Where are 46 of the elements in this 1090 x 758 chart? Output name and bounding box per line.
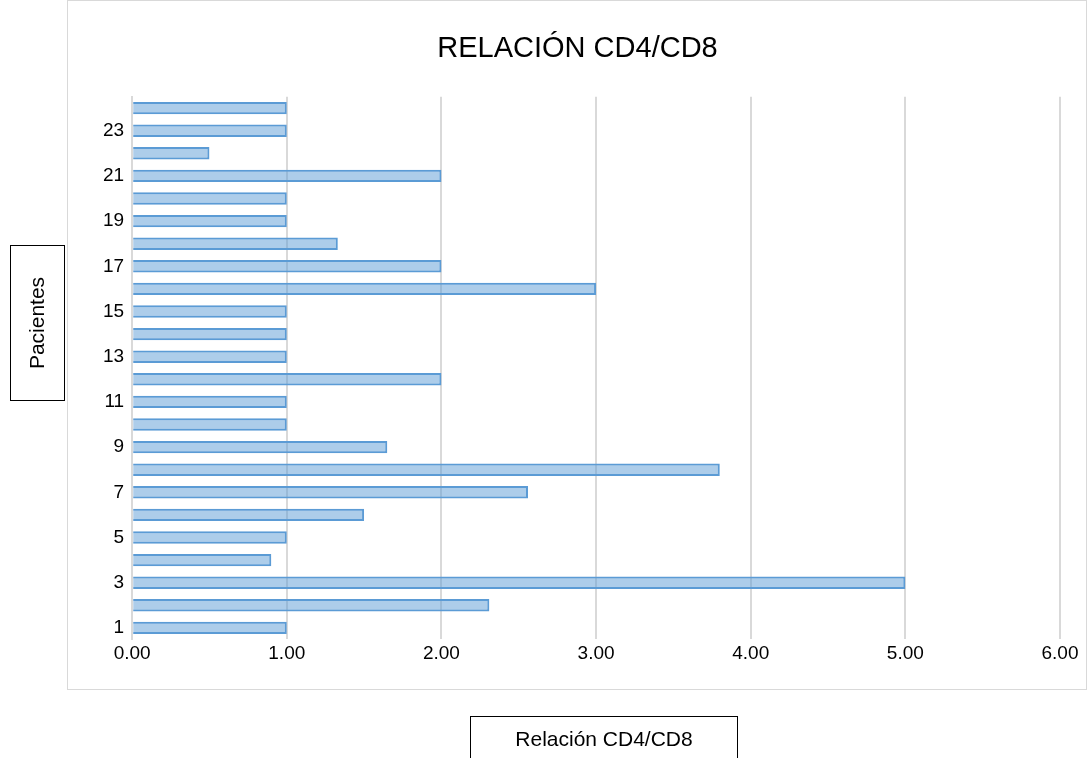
bar — [133, 576, 906, 589]
chart-title: RELACIÓN CD4/CD8 — [437, 31, 718, 64]
y-tick-label: 5 — [113, 525, 125, 547]
x-tick-label: 3.00 — [577, 641, 615, 663]
x-tick-label: 2.00 — [422, 641, 460, 663]
y-axis-title: Pacientes — [25, 276, 50, 370]
bar — [133, 373, 442, 386]
y-tick-label: 15 — [102, 299, 125, 321]
bar — [133, 463, 720, 476]
y-tick-label: 3 — [113, 570, 125, 592]
bar — [133, 440, 388, 454]
bar — [133, 553, 272, 567]
y-tick-label: 11 — [104, 390, 125, 412]
bar — [133, 169, 442, 183]
bar — [133, 486, 529, 499]
bar — [133, 350, 287, 363]
bar — [133, 101, 287, 115]
bar — [133, 237, 338, 250]
x-axis-title: Relación CD4/CD8 — [470, 716, 738, 758]
bar — [133, 599, 490, 612]
y-tick-label: 7 — [113, 480, 125, 502]
bar — [133, 260, 442, 273]
x-tick-label: 0.00 — [113, 641, 151, 663]
y-tick-label: 9 — [113, 435, 125, 457]
bar — [133, 305, 287, 318]
y-tick-label: 13 — [102, 344, 125, 366]
y-tick-label: 21 — [102, 164, 125, 186]
y-tick-label: 23 — [102, 118, 125, 140]
x-tick-label: 5.00 — [886, 641, 924, 663]
bar — [133, 214, 287, 228]
bar — [133, 147, 210, 160]
bar — [133, 327, 287, 341]
bar — [133, 531, 287, 544]
bar — [133, 621, 287, 635]
bar — [133, 395, 287, 409]
bar — [133, 124, 287, 137]
bar — [133, 282, 597, 296]
x-tick-label: 1.00 — [268, 641, 306, 663]
y-tick-label: 1 — [113, 616, 125, 638]
y-tick-label: 19 — [102, 209, 125, 231]
bar — [133, 508, 365, 522]
bar — [133, 192, 287, 205]
bar — [133, 418, 287, 431]
x-tick-label: 4.00 — [732, 641, 770, 663]
x-tick-label: 6.00 — [1041, 641, 1079, 663]
y-tick-label: 17 — [102, 254, 125, 276]
